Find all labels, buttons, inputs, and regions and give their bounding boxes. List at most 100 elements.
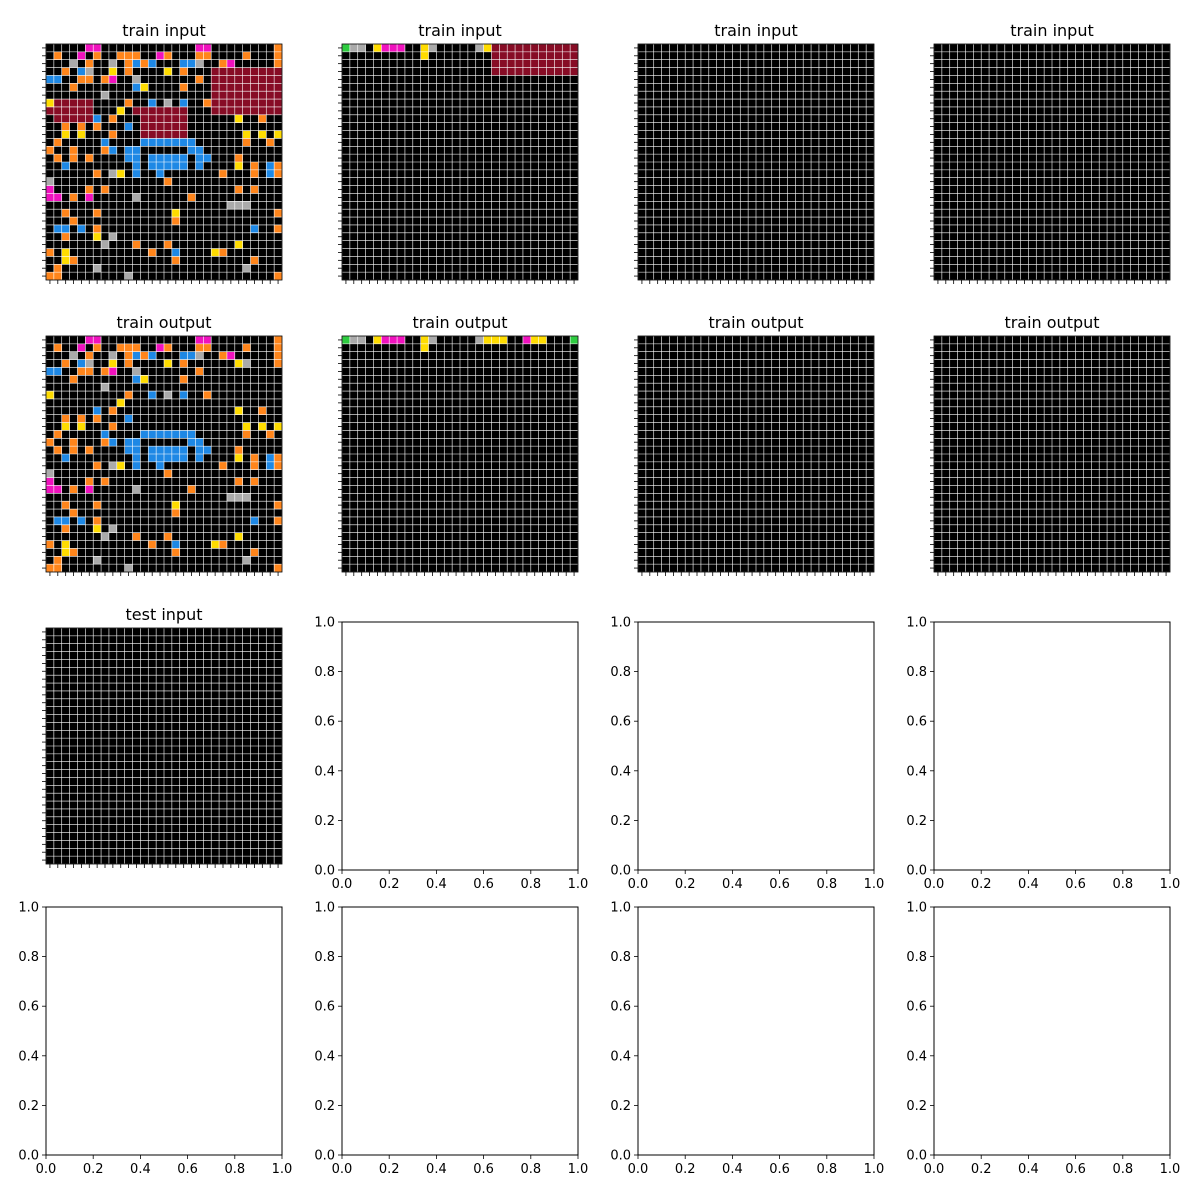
grid-cell <box>795 146 804 155</box>
grid-cell <box>669 177 678 186</box>
grid-cell <box>226 469 235 478</box>
grid-cell <box>1091 256 1100 265</box>
grid-cell <box>1044 44 1052 52</box>
grid-cell <box>164 154 172 162</box>
grid-cell <box>187 532 196 541</box>
grid-cell <box>250 414 259 423</box>
grid-cell <box>491 75 500 84</box>
grid-cell <box>420 193 429 202</box>
grid-cell <box>763 114 772 123</box>
grid-cell <box>708 67 717 76</box>
grid-cell <box>803 209 812 218</box>
grid-cell <box>467 106 476 115</box>
grid-cell <box>818 83 827 92</box>
grid-cell <box>475 130 484 139</box>
grid-cell <box>436 169 445 178</box>
grid-cell <box>108 114 117 123</box>
grid-cell <box>779 114 788 123</box>
grid-cell <box>866 201 874 210</box>
grid-cell <box>156 177 164 186</box>
grid-cell <box>93 217 102 225</box>
grid-cell <box>826 264 835 273</box>
grid-cell <box>226 422 235 431</box>
grid-cell <box>570 83 578 92</box>
grid-cell <box>266 391 275 399</box>
grid-cell <box>779 224 788 233</box>
grid-cell <box>211 548 220 557</box>
grid-cell <box>365 106 374 115</box>
grid-cell <box>858 272 867 280</box>
grid-cell <box>420 138 429 147</box>
grid-cell <box>1075 185 1084 194</box>
grid-cell <box>397 272 405 280</box>
grid-cell <box>554 224 563 233</box>
grid-cell <box>53 375 62 384</box>
grid-cell <box>1162 106 1170 115</box>
grid-cell <box>1036 91 1045 100</box>
grid-cell <box>756 256 764 265</box>
grid-cell <box>949 59 958 68</box>
grid-cell <box>507 217 516 225</box>
grid-cell <box>132 454 141 462</box>
panel-0: train input <box>42 21 283 284</box>
grid-cell <box>941 154 950 162</box>
grid-cell <box>250 122 259 131</box>
grid-cell <box>546 67 555 76</box>
grid-cell <box>1107 224 1115 233</box>
grid-cell <box>444 193 453 202</box>
grid-cell <box>515 240 523 249</box>
grid-cell <box>708 75 717 84</box>
grid-cell <box>1067 256 1076 265</box>
grid-cell <box>69 130 78 139</box>
grid-cell <box>811 59 819 68</box>
grid-cell <box>866 44 874 52</box>
panel-frame <box>637 43 875 281</box>
grid-cell <box>858 193 867 202</box>
grid-cell <box>77 477 86 486</box>
grid-cell <box>46 44 54 52</box>
grid-cell <box>771 99 780 107</box>
grid-cell <box>195 146 204 155</box>
grid-cell <box>373 240 382 249</box>
grid-cell <box>77 359 86 368</box>
grid-cell <box>1020 193 1029 202</box>
grid-cell <box>53 524 62 533</box>
grid-cell <box>46 446 54 454</box>
grid-cell <box>756 272 764 280</box>
grid-cell <box>708 138 717 147</box>
grid-cell <box>522 99 531 107</box>
grid-cell <box>132 351 141 360</box>
grid-cell <box>69 493 78 502</box>
grid-cell <box>1004 154 1013 162</box>
grid-cell <box>661 75 670 84</box>
grid-cell <box>732 201 741 210</box>
grid-cell <box>274 44 282 52</box>
grid-cell <box>756 248 764 257</box>
grid-cell <box>132 391 141 399</box>
grid-cell <box>1162 75 1170 84</box>
grid-cell <box>132 477 141 486</box>
grid-cell <box>546 114 555 123</box>
grid-cell <box>69 224 78 233</box>
grid-cell <box>211 256 220 265</box>
grid-cell <box>397 83 405 92</box>
grid-cell <box>1091 44 1100 52</box>
grid-cell <box>124 351 133 360</box>
grid-cell <box>342 146 350 155</box>
grid-cell <box>638 146 646 155</box>
grid-cell <box>1146 193 1155 202</box>
grid-cell <box>842 177 851 186</box>
grid-cell <box>179 351 188 360</box>
grid-cell <box>1114 201 1123 210</box>
grid-cell <box>77 59 86 68</box>
grid-cell <box>1059 44 1068 52</box>
grid-cell <box>653 169 662 178</box>
grid-cell <box>164 469 172 478</box>
grid-cell <box>404 169 413 178</box>
grid-cell <box>46 169 54 178</box>
grid-cell <box>653 75 662 84</box>
grid-cell <box>554 91 563 100</box>
grid-cell <box>554 106 563 115</box>
grid-cell <box>693 146 701 155</box>
grid-cell <box>530 51 539 60</box>
